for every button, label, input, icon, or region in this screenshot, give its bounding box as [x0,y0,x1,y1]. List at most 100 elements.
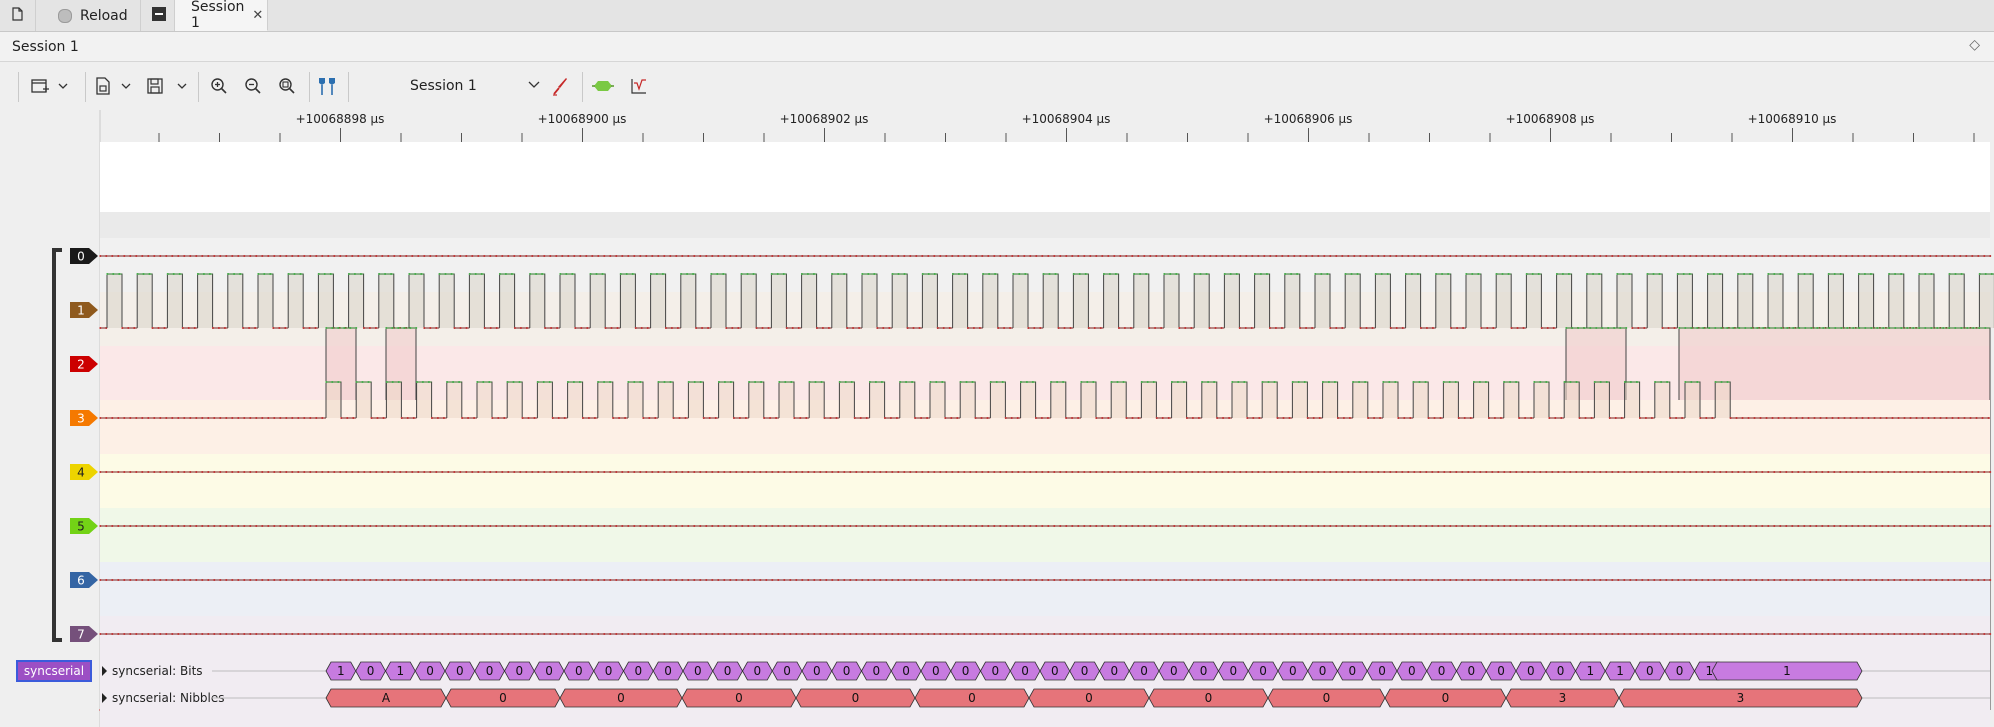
bit-annotation[interactable]: 0 [1009,661,1041,681]
bit-annotation[interactable]: 0 [355,661,386,681]
bit-annotation[interactable]: 0 [1277,661,1309,681]
close-icon[interactable]: ✕ [252,8,263,23]
svg-text:0: 0 [873,664,881,678]
bit-annotation[interactable]: 0 [920,661,952,681]
cursor-icon[interactable] [314,73,340,99]
zoom-out-icon[interactable] [240,73,266,99]
bit-annotation[interactable]: 0 [1515,661,1547,681]
bit-annotation[interactable]: 0 [1485,661,1517,681]
nibble-annotation[interactable]: 0 [445,688,561,708]
probe-icon[interactable] [548,73,572,99]
time-ruler[interactable]: +10068898 µs +10068900 µs +10068902 µs +100… [99,110,1990,727]
channel-7-label[interactable]: 7 [70,626,1990,642]
bit-annotation[interactable]: 0 [1307,661,1338,681]
bit-annotation[interactable]: 0 [742,661,773,681]
channel-2-label[interactable]: 2 [70,356,1990,372]
chevron-down-icon[interactable] [56,73,70,99]
tab-reload[interactable]: Reload [36,0,141,31]
nibble-annotation[interactable]: 3 [1618,688,1863,708]
session-selector-label: Session 1 [410,78,477,94]
nibble-annotation[interactable]: 0 [1148,688,1269,708]
zoom-in-icon[interactable] [206,73,232,99]
nibble-annotation[interactable]: A [325,688,447,708]
decoder-rows: syncserial syncserial: Bits syncserial: Ni… [16,652,1990,727]
nibble-annotation[interactable]: 0 [1384,688,1507,708]
nibble-annotation[interactable]: 0 [681,688,797,708]
bit-annotation[interactable]: 0 [593,661,624,681]
bit-annotation[interactable]: 0 [801,661,833,681]
nibble-annotation[interactable]: 0 [914,688,1030,708]
bit-annotation[interactable]: 0 [1337,661,1368,681]
bit-annotation[interactable]: 0 [1664,661,1695,681]
channel-5-label[interactable]: 5 [70,518,1990,534]
bit-annotation[interactable]: 0 [1426,661,1457,681]
bit-annotation[interactable]: 0 [771,661,803,681]
bit-annotation[interactable]: 0 [950,661,981,681]
chevron-down-icon[interactable] [175,73,189,99]
bit-annotation[interactable]: 0 [533,661,565,681]
chevron-down-icon[interactable] [119,73,133,99]
save-icon[interactable] [144,73,166,99]
nibble-annotation[interactable]: 0 [795,688,916,708]
add-view-icon[interactable] [28,73,52,99]
bit-annotation[interactable]: 0 [504,661,535,681]
bit-annotation[interactable]: 1 [1575,661,1606,681]
bit-annotation[interactable]: 0 [861,661,892,681]
bit-annotation[interactable]: 0 [1039,661,1071,681]
bit-annotation[interactable]: 0 [1247,661,1279,681]
bit-annotation[interactable]: 0 [444,661,476,681]
bit-annotation[interactable]: 0 [831,661,862,681]
session-selector[interactable]: Session 1 [360,73,545,99]
tab-window[interactable] [141,0,175,31]
bit-annotation[interactable]: 0 [1396,661,1428,681]
nibble-annotation[interactable]: 0 [1028,688,1150,708]
bit-annotation[interactable]: 0 [1456,661,1487,681]
tab-new-session[interactable] [0,0,36,31]
bit-annotation[interactable]: 0 [980,661,1011,681]
bit-annotation[interactable]: 0 [890,661,922,681]
channel-1-label[interactable]: 1 [70,302,1990,318]
svg-text:7: 7 [77,628,85,642]
channel-3-label[interactable]: 3 [70,410,1990,426]
svg-text:A: A [382,691,391,705]
bit-annotation[interactable]: 0 [1158,661,1190,681]
zoom-fit-icon[interactable] [274,73,300,99]
bit-annotation[interactable]: 0 [1218,661,1249,681]
bit-annotation[interactable]: 0 [474,661,505,681]
open-file-icon[interactable] [92,73,114,99]
math-icon[interactable] [626,73,652,99]
bit-annotation[interactable]: 0 [623,661,654,681]
svg-text:0: 0 [499,691,507,705]
channel-6-lane [99,562,1992,616]
bit-annotation[interactable]: 0 [682,661,714,681]
nibble-annotation[interactable]: 3 [1505,688,1620,708]
bit-annotation[interactable]: 1 [1711,661,1863,681]
bit-annotation[interactable]: 1 [1604,661,1636,681]
nibble-annotation[interactable]: 0 [1267,688,1386,708]
bit-annotation[interactable]: 1 [385,661,416,681]
svg-text:0: 0 [843,664,851,678]
tab-session-1-label: Session 1 [191,0,244,31]
channel-4-label[interactable]: 4 [70,464,1990,480]
bit-annotation[interactable]: 0 [1099,661,1130,681]
bit-annotation[interactable]: 0 [563,661,595,681]
svg-text:0: 0 [694,664,702,678]
channel-0-label[interactable]: 0 [70,248,1990,264]
float-icon[interactable]: ◇ [1969,37,1980,53]
bit-annotation[interactable]: 0 [1545,661,1576,681]
bit-annotation[interactable]: 0 [1069,661,1100,681]
decoder-label[interactable]: syncserial [16,660,92,682]
bit-annotation[interactable]: 0 [1128,661,1160,681]
nibble-annotation[interactable]: 0 [559,688,683,708]
bit-annotation[interactable]: 0 [1634,661,1666,681]
bit-annotation[interactable]: 0 [712,661,743,681]
tab-session-1[interactable]: Session 1 ✕ [175,0,268,31]
bit-annotation[interactable]: 0 [414,661,446,681]
bit-annotation[interactable]: 1 [325,661,357,681]
bit-annotation[interactable]: 0 [1366,661,1398,681]
decoder-icon[interactable] [590,73,616,99]
bit-annotation[interactable]: 0 [1188,661,1219,681]
channel-6-label[interactable]: 6 [70,572,1990,588]
bit-annotation[interactable]: 0 [652,661,684,681]
